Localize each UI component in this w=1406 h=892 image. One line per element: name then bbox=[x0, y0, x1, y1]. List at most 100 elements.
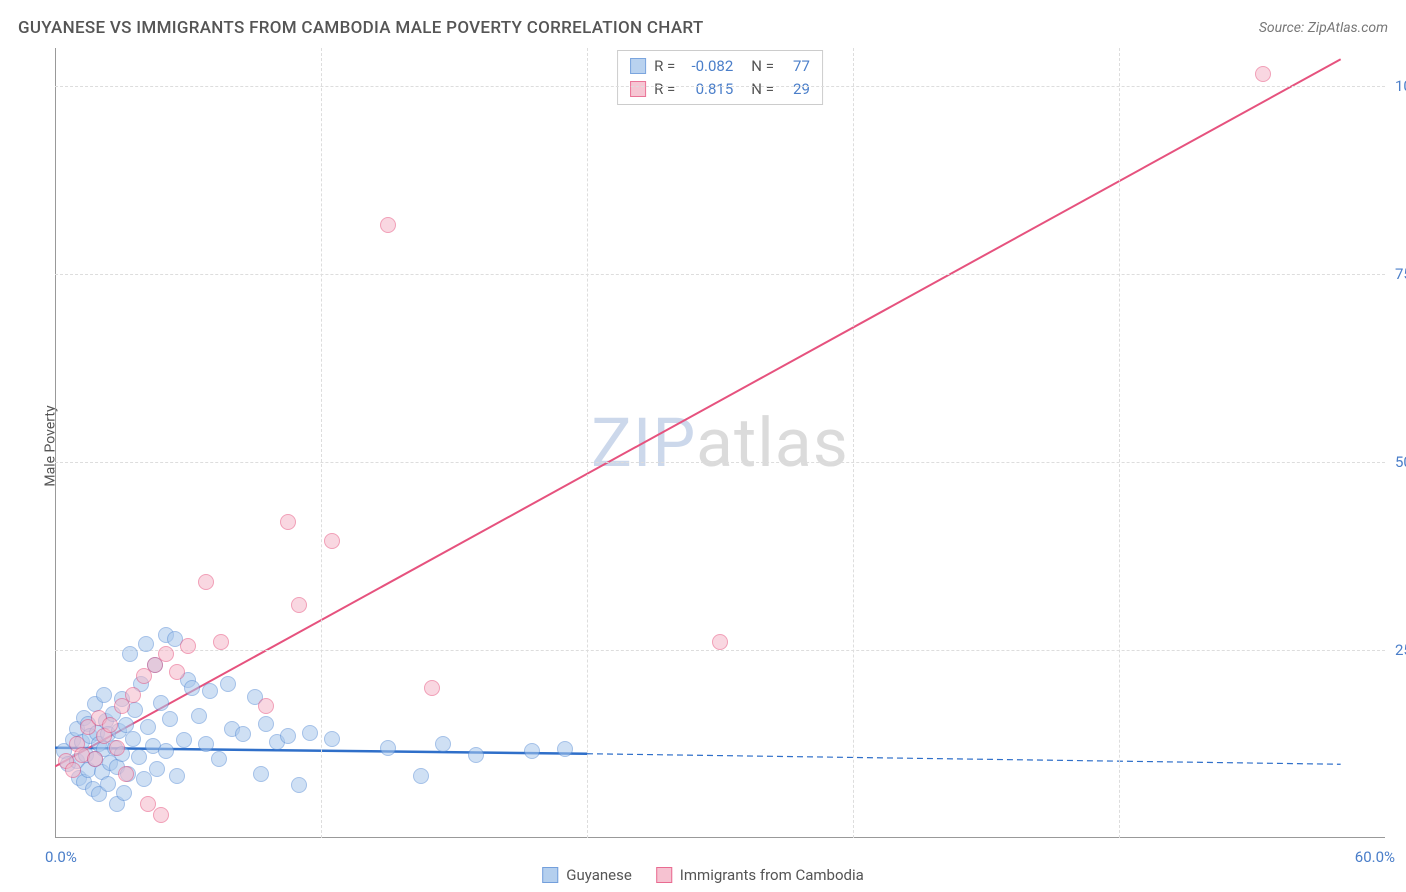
r-value: -0.082 bbox=[683, 55, 733, 78]
scatter-point bbox=[149, 761, 165, 777]
scatter-point bbox=[118, 766, 134, 782]
scatter-point bbox=[158, 743, 174, 759]
n-value: 77 bbox=[782, 55, 810, 78]
series-swatch bbox=[630, 81, 646, 97]
scatter-point bbox=[380, 740, 396, 756]
scatter-point bbox=[116, 785, 132, 801]
scatter-point bbox=[324, 533, 340, 549]
chart-plot-area: ZIPatlas R =-0.082N =77R =0.815N =29 0.0… bbox=[55, 48, 1385, 838]
gridline-horizontal bbox=[55, 274, 1385, 275]
scatter-point bbox=[253, 766, 269, 782]
r-value: 0.815 bbox=[683, 78, 733, 101]
scatter-point bbox=[291, 777, 307, 793]
y-tick-label: 25.0% bbox=[1395, 641, 1406, 659]
legend-label: Guyanese bbox=[566, 866, 632, 884]
scatter-point bbox=[524, 743, 540, 759]
gridline-horizontal bbox=[55, 86, 1385, 87]
scatter-point bbox=[280, 728, 296, 744]
scatter-point bbox=[468, 747, 484, 763]
x-axis-origin-label: 0.0% bbox=[45, 848, 77, 866]
scatter-point bbox=[131, 749, 147, 765]
scatter-point bbox=[65, 762, 81, 778]
scatter-point bbox=[211, 751, 227, 767]
scatter-point bbox=[191, 708, 207, 724]
scatter-point bbox=[140, 719, 156, 735]
chart-title: GUYANESE VS IMMIGRANTS FROM CAMBODIA MAL… bbox=[18, 18, 703, 38]
trend-line bbox=[587, 754, 1341, 765]
r-label: R = bbox=[654, 55, 675, 78]
gridline-vertical bbox=[1119, 48, 1120, 838]
scatter-point bbox=[180, 638, 196, 654]
n-label: N = bbox=[751, 55, 774, 78]
x-axis-line bbox=[55, 837, 1385, 838]
y-tick-label: 75.0% bbox=[1395, 265, 1406, 283]
r-label: R = bbox=[654, 78, 675, 101]
y-axis-line bbox=[55, 48, 56, 838]
legend-item: Immigrants from Cambodia bbox=[656, 866, 864, 884]
n-value: 29 bbox=[782, 78, 810, 101]
scatter-point bbox=[1255, 66, 1271, 82]
scatter-point bbox=[413, 768, 429, 784]
scatter-point bbox=[184, 680, 200, 696]
scatter-point bbox=[138, 636, 154, 652]
chart-legend: Guyanese Immigrants from Cambodia bbox=[542, 866, 864, 884]
gridline-vertical bbox=[853, 48, 854, 838]
y-tick-label: 100.0% bbox=[1395, 77, 1406, 95]
trend-lines-layer bbox=[55, 48, 1385, 838]
scatter-point bbox=[162, 711, 178, 727]
gridline-vertical bbox=[587, 48, 588, 838]
scatter-point bbox=[258, 698, 274, 714]
scatter-point bbox=[712, 634, 728, 650]
y-tick-label: 50.0% bbox=[1395, 453, 1406, 471]
scatter-point bbox=[198, 574, 214, 590]
scatter-point bbox=[122, 646, 138, 662]
scatter-point bbox=[220, 676, 236, 692]
watermark-zip: ZIP bbox=[591, 403, 696, 483]
scatter-point bbox=[324, 731, 340, 747]
gridline-horizontal bbox=[55, 462, 1385, 463]
scatter-point bbox=[102, 717, 118, 733]
stats-row: R = -0.082 N = 77 bbox=[630, 55, 810, 78]
scatter-point bbox=[87, 751, 103, 767]
scatter-point bbox=[202, 683, 218, 699]
series-swatch bbox=[630, 58, 646, 74]
trend-line bbox=[55, 59, 1341, 766]
scatter-point bbox=[435, 736, 451, 752]
scatter-point bbox=[213, 634, 229, 650]
scatter-point bbox=[291, 597, 307, 613]
series-swatch bbox=[656, 867, 672, 883]
watermark-atlas: atlas bbox=[696, 403, 849, 483]
chart-header: GUYANESE VS IMMIGRANTS FROM CAMBODIA MAL… bbox=[18, 18, 1388, 38]
scatter-point bbox=[258, 716, 274, 732]
scatter-point bbox=[169, 768, 185, 784]
source-attribution: Source: ZipAtlas.com bbox=[1259, 20, 1388, 36]
watermark: ZIPatlas bbox=[591, 403, 849, 483]
scatter-point bbox=[198, 736, 214, 752]
scatter-point bbox=[100, 776, 116, 792]
scatter-point bbox=[109, 740, 125, 756]
scatter-point bbox=[140, 796, 156, 812]
scatter-point bbox=[380, 217, 396, 233]
n-label: N = bbox=[751, 78, 774, 101]
correlation-stats-box: R = -0.082 N = 77 R = 0.815 N = 29 bbox=[617, 50, 823, 105]
scatter-point bbox=[96, 687, 112, 703]
scatter-point bbox=[153, 807, 169, 823]
legend-label: Immigrants from Cambodia bbox=[680, 866, 864, 884]
x-axis-end-label: 60.0% bbox=[1355, 848, 1395, 866]
legend-item: Guyanese bbox=[542, 866, 632, 884]
scatter-point bbox=[125, 731, 141, 747]
scatter-point bbox=[280, 514, 296, 530]
scatter-point bbox=[176, 732, 192, 748]
scatter-point bbox=[158, 646, 174, 662]
scatter-point bbox=[557, 741, 573, 757]
scatter-point bbox=[235, 726, 251, 742]
scatter-point bbox=[125, 687, 141, 703]
scatter-point bbox=[302, 725, 318, 741]
scatter-point bbox=[136, 771, 152, 787]
scatter-point bbox=[169, 664, 185, 680]
series-swatch bbox=[542, 867, 558, 883]
scatter-point bbox=[153, 695, 169, 711]
gridline-vertical bbox=[321, 48, 322, 838]
scatter-point bbox=[424, 680, 440, 696]
stats-row: R = 0.815 N = 29 bbox=[630, 78, 810, 101]
